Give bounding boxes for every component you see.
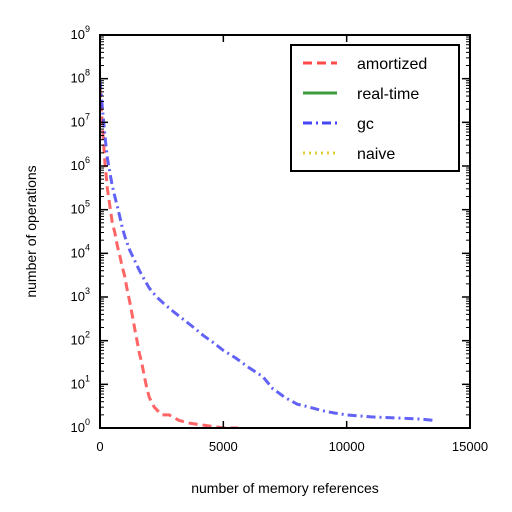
y-tick-label: 102 [71,330,90,348]
legend-box [290,44,460,172]
x-axis: 0 5000 10000 15000 [96,35,488,454]
y-axis-label: number of operations [23,165,39,297]
x-axis-label: number of memory references [191,480,379,496]
y-tick-label: 107 [71,111,90,129]
y-tick-label: 109 [71,24,90,42]
y-tick-label: 101 [71,373,90,391]
plot-area [100,80,434,428]
x-tick-label: 0 [96,439,103,454]
y-tick-label: 108 [71,68,90,86]
legend-label-naive: naive [357,146,395,163]
y-tick-label: 100 [71,417,90,435]
legend-label-real-time: real-time [357,86,419,103]
y-tick-label: 104 [71,242,90,260]
y-tick-label: 103 [71,286,90,304]
x-tick-label: 15000 [452,439,488,454]
legend: amortized real-time gc naive [290,44,460,172]
y-tick-label: 105 [71,199,90,217]
axes-frame [99,34,471,429]
x-tick-label: 5000 [209,439,238,454]
y-tick-label: 106 [71,155,90,173]
legend-label-amortized: amortized [357,56,427,73]
x-tick-label: 10000 [329,439,365,454]
legend-label-gc: gc [357,116,374,133]
series-line-gc [100,80,434,422]
y-axis: 100 101 102 103 104 105 106 107 108 109 [71,24,470,435]
series-line-amortized [100,88,239,428]
